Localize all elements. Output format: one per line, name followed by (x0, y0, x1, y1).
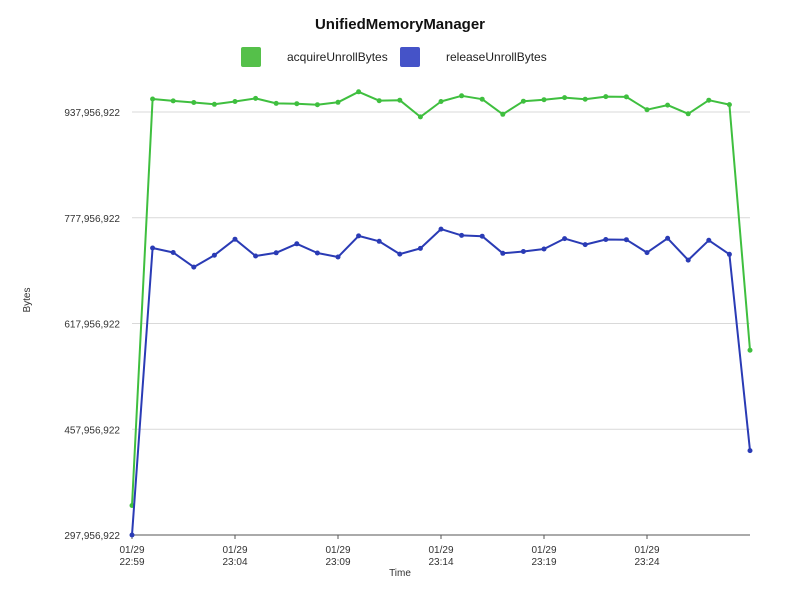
data-point-acquireUnrollBytes[interactable] (459, 93, 465, 99)
data-point-releaseUnrollBytes[interactable] (273, 250, 279, 256)
data-point-releaseUnrollBytes[interactable] (314, 250, 320, 256)
data-point-releaseUnrollBytes[interactable] (170, 250, 176, 255)
data-point-releaseUnrollBytes[interactable] (562, 236, 568, 242)
data-point-releaseUnrollBytes[interactable] (541, 246, 547, 252)
legend-swatch-acquire (241, 47, 261, 67)
y-tick-label: 617,956,922 (64, 320, 120, 331)
x-tick-label-time: 23:09 (325, 557, 350, 568)
x-tick-label-time: 23:04 (222, 557, 247, 568)
x-tick-label-time: 23:19 (531, 557, 556, 568)
data-point-releaseUnrollBytes[interactable] (356, 233, 362, 239)
y-tick-label: 297,956,922 (64, 531, 120, 542)
y-tick-label: 457,956,922 (64, 425, 120, 436)
data-point-releaseUnrollBytes[interactable] (459, 232, 465, 238)
x-tick-label-date: 01/29 (222, 545, 247, 556)
data-point-acquireUnrollBytes[interactable] (706, 97, 712, 103)
data-point-releaseUnrollBytes[interactable] (335, 254, 341, 260)
data-point-acquireUnrollBytes[interactable] (726, 102, 732, 108)
data-point-acquireUnrollBytes[interactable] (170, 98, 176, 104)
data-point-releaseUnrollBytes[interactable] (397, 251, 403, 257)
data-point-releaseUnrollBytes[interactable] (623, 237, 629, 243)
data-point-acquireUnrollBytes[interactable] (500, 111, 506, 117)
series-lines (129, 89, 753, 538)
data-point-acquireUnrollBytes[interactable] (211, 101, 217, 107)
data-point-acquireUnrollBytes[interactable] (335, 99, 341, 105)
data-point-acquireUnrollBytes[interactable] (417, 114, 423, 120)
data-point-acquireUnrollBytes[interactable] (232, 99, 238, 104)
data-point-acquireUnrollBytes[interactable] (376, 98, 382, 104)
data-point-releaseUnrollBytes[interactable] (150, 245, 156, 251)
data-point-releaseUnrollBytes[interactable] (479, 233, 485, 239)
data-point-acquireUnrollBytes[interactable] (150, 96, 156, 102)
data-point-releaseUnrollBytes[interactable] (582, 242, 588, 248)
series-line-acquireUnrollBytes (131, 90, 751, 506)
data-point-releaseUnrollBytes[interactable] (129, 532, 135, 538)
series-line-releaseUnrollBytes (131, 228, 751, 536)
legend: acquireUnrollBytes releaseUnrollBytes (0, 45, 800, 69)
data-point-acquireUnrollBytes[interactable] (603, 94, 609, 100)
legend-label-acquire: acquireUnrollBytes (287, 50, 388, 64)
x-tick-label-date: 01/29 (531, 545, 556, 556)
data-point-releaseUnrollBytes[interactable] (520, 249, 526, 254)
data-point-acquireUnrollBytes[interactable] (479, 96, 485, 102)
chart-title: UnifiedMemoryManager (314, 16, 486, 33)
x-tick-label-time: 23:14 (428, 557, 453, 568)
legend-item-acquire[interactable]: acquireUnrollBytes (241, 45, 388, 69)
data-point-acquireUnrollBytes[interactable] (520, 98, 526, 104)
legend-swatch-release (400, 47, 420, 67)
data-point-acquireUnrollBytes[interactable] (685, 111, 691, 117)
data-point-acquireUnrollBytes[interactable] (294, 101, 300, 107)
data-point-acquireUnrollBytes[interactable] (191, 100, 197, 105)
data-point-acquireUnrollBytes[interactable] (253, 95, 259, 101)
data-point-acquireUnrollBytes[interactable] (623, 94, 629, 100)
data-point-releaseUnrollBytes[interactable] (726, 251, 732, 257)
data-point-acquireUnrollBytes[interactable] (562, 95, 568, 101)
x-tick-label-time: 23:24 (634, 557, 659, 568)
data-point-releaseUnrollBytes[interactable] (603, 237, 609, 242)
data-point-acquireUnrollBytes[interactable] (273, 100, 279, 106)
x-tick-label-date: 01/29 (428, 545, 453, 556)
data-point-releaseUnrollBytes[interactable] (232, 236, 238, 242)
data-point-acquireUnrollBytes[interactable] (129, 503, 135, 508)
y-axis-label: Bytes (22, 287, 33, 312)
data-point-acquireUnrollBytes[interactable] (356, 89, 362, 95)
x-tick-label-date: 01/29 (325, 545, 350, 556)
data-point-releaseUnrollBytes[interactable] (438, 226, 444, 232)
data-point-releaseUnrollBytes[interactable] (376, 238, 382, 244)
data-point-releaseUnrollBytes[interactable] (706, 237, 712, 243)
axes: 297,956,922 457,956,922 617,956,922 777,956… (64, 108, 750, 568)
data-point-releaseUnrollBytes[interactable] (417, 245, 423, 251)
data-point-releaseUnrollBytes[interactable] (665, 235, 671, 241)
y-tick-label: 777,956,922 (64, 214, 120, 225)
data-point-releaseUnrollBytes[interactable] (685, 257, 691, 263)
data-point-releaseUnrollBytes[interactable] (644, 250, 650, 256)
data-point-acquireUnrollBytes[interactable] (582, 96, 588, 102)
data-point-acquireUnrollBytes[interactable] (644, 107, 650, 113)
data-point-acquireUnrollBytes[interactable] (541, 97, 547, 103)
data-point-acquireUnrollBytes[interactable] (314, 102, 320, 108)
legend-item-release[interactable]: releaseUnrollBytes (400, 45, 547, 69)
legend-label-release: releaseUnrollBytes (446, 50, 547, 64)
data-point-acquireUnrollBytes[interactable] (397, 97, 403, 103)
data-point-releaseUnrollBytes[interactable] (211, 252, 217, 258)
data-point-releaseUnrollBytes[interactable] (294, 241, 300, 247)
data-point-releaseUnrollBytes[interactable] (500, 250, 506, 256)
x-tick-label-date: 01/29 (634, 545, 659, 556)
data-point-acquireUnrollBytes[interactable] (747, 347, 753, 353)
grid-lines (132, 111, 750, 536)
data-point-acquireUnrollBytes[interactable] (438, 99, 444, 104)
y-tick-label: 937,956,922 (64, 108, 120, 119)
x-tick-label-date: 01/29 (119, 545, 144, 556)
x-axis-label: Time (389, 568, 411, 579)
data-point-releaseUnrollBytes[interactable] (747, 448, 753, 454)
x-tick-label-time: 22:59 (119, 557, 144, 568)
data-point-releaseUnrollBytes[interactable] (253, 253, 259, 259)
data-point-releaseUnrollBytes[interactable] (191, 264, 197, 270)
data-point-acquireUnrollBytes[interactable] (665, 102, 671, 108)
